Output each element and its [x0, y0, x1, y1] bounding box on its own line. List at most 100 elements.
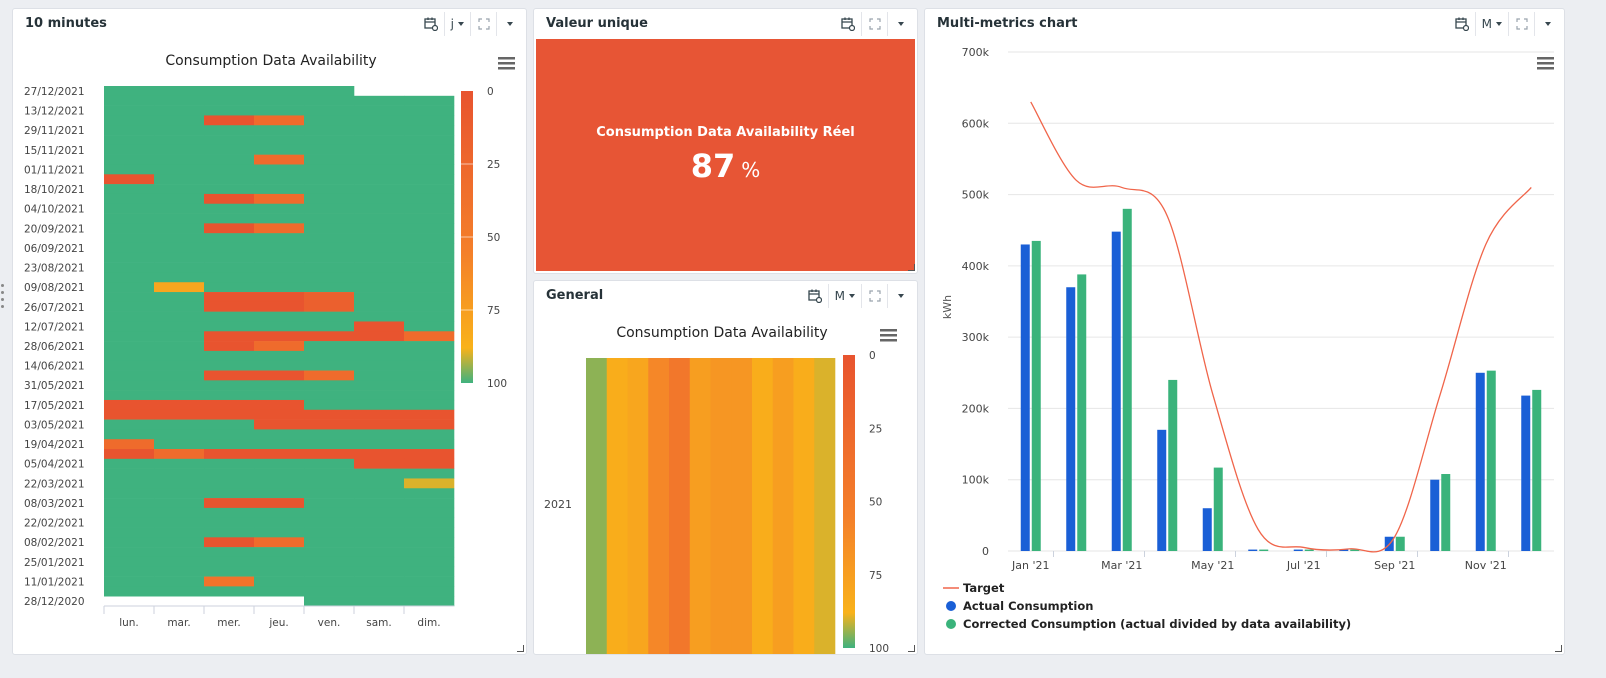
panel-multi-metrics: Multi-metrics chart M 0 100k 200k 300k 400k 5…: [924, 8, 1565, 655]
expand-icon[interactable]: [1508, 12, 1534, 36]
heatmap-cell: [104, 262, 155, 273]
bar-actual: [1293, 549, 1303, 551]
heatmap-cell: [404, 262, 455, 273]
chevron-down-icon: [1544, 22, 1551, 26]
heatmap-cell: [154, 527, 205, 538]
y-tick-label: 0: [982, 545, 989, 558]
column-label: sam.: [366, 617, 391, 629]
period-dropdown[interactable]: j: [443, 12, 470, 36]
y-tick-label: 400k: [962, 260, 990, 273]
heatmap-cell: [254, 331, 305, 342]
heatmap-cell: [304, 341, 355, 352]
heatmap-cell: [204, 331, 255, 342]
panel-menu-dropdown[interactable]: [887, 284, 913, 308]
heatmap-cell: [404, 468, 455, 479]
heatmap-cell: [404, 596, 455, 607]
heatmap-cell: [404, 233, 455, 244]
calendar-link-icon[interactable]: [835, 12, 861, 36]
heatmap-cell: [104, 144, 155, 155]
heatmap-cell: [304, 252, 355, 263]
panel-menu-dropdown[interactable]: [887, 12, 913, 36]
y-tick-label: 500k: [962, 189, 990, 202]
heatmap-cell: [354, 507, 405, 518]
heatmap-cell: [710, 358, 732, 654]
heatmap-cell: [354, 488, 405, 499]
panel-title: Multi-metrics chart: [937, 16, 1078, 31]
single-value-tile: Consumption Data Availability Réel 87%: [536, 39, 915, 271]
chevron-down-icon: [849, 294, 855, 298]
bar-actual: [1111, 231, 1121, 551]
panel-menu-dropdown[interactable]: [496, 12, 522, 36]
scale-label: 50: [869, 497, 882, 509]
hamburger-menu-icon[interactable]: [1537, 57, 1554, 70]
legend-item[interactable]: Actual Consumption: [963, 599, 1093, 613]
heatmap-cell: [404, 115, 455, 126]
target-series-line: [1030, 101, 1532, 553]
heatmap-cell: [154, 282, 205, 293]
heatmap-cell: [254, 498, 305, 509]
heatmap-cell: [104, 252, 155, 263]
heatmap-cell: [104, 409, 155, 420]
heatmap-cell: [404, 272, 455, 283]
resize-handle[interactable]: [517, 645, 524, 652]
heatmap-cell: [154, 439, 205, 450]
heatmap-cell: [104, 370, 155, 381]
panel-header: Multi-metrics chart M: [925, 9, 1564, 39]
heatmap-cell: [204, 193, 255, 205]
period-dropdown[interactable]: M: [1474, 12, 1508, 36]
heatmap-cell: [404, 439, 455, 450]
heatmap-cell: [254, 242, 305, 254]
period-dropdown[interactable]: M: [827, 284, 861, 308]
y-tick-label: 200k: [962, 402, 990, 415]
heatmap-cell: [254, 321, 305, 332]
resize-handle[interactable]: [1555, 645, 1562, 652]
heatmap-cell: [354, 380, 405, 391]
heatmap-cell: [304, 537, 355, 548]
heatmap-cell: [304, 350, 355, 362]
panel-menu-dropdown[interactable]: [1534, 12, 1560, 36]
legend-item[interactable]: Corrected Consumption (actual divided by…: [963, 617, 1351, 631]
heatmap-cell: [304, 458, 355, 469]
heatmap-cell: [354, 419, 405, 430]
legend-item[interactable]: Target: [963, 581, 1005, 595]
hamburger-menu-icon[interactable]: [498, 57, 515, 70]
panel-10-minutes: 10 minutes j Consumption Data Availabili…: [12, 8, 527, 655]
bar-actual: [1157, 429, 1167, 551]
chevron-down-icon: [897, 22, 904, 26]
calendar-link-icon[interactable]: [418, 12, 444, 36]
heatmap-cell: [254, 292, 305, 303]
heatmap-cell: [254, 223, 305, 234]
heatmap-cell: [254, 380, 305, 391]
heatmap-cell: [154, 242, 205, 254]
heatmap-cell: [154, 311, 205, 322]
heatmap-cell: [254, 174, 305, 185]
heatmap-cell: [354, 449, 405, 460]
heatmap-cell: [154, 399, 205, 411]
heatmap-cell: [104, 478, 155, 489]
row-label: 28/12/2020: [24, 596, 85, 608]
heatmap-cell: [404, 537, 455, 548]
heatmap-cell: [254, 203, 305, 214]
expand-icon[interactable]: [861, 12, 887, 36]
resize-handle[interactable]: [908, 264, 915, 271]
resize-handle[interactable]: [908, 645, 915, 652]
expand-icon[interactable]: [470, 12, 496, 36]
heatmap-cell: [154, 144, 205, 155]
heatmap-cell: [254, 537, 305, 548]
heatmap-cell: [154, 586, 205, 597]
heatmap-cell: [354, 576, 405, 587]
calendar-link-icon[interactable]: [1449, 12, 1475, 36]
heatmap-cell: [104, 301, 155, 312]
heatmap-cell: [404, 105, 455, 116]
drag-handle[interactable]: [1, 284, 4, 314]
row-label-year: 2021: [544, 498, 572, 511]
row-label: 26/07/2021: [24, 302, 85, 314]
calendar-link-icon[interactable]: [802, 284, 828, 308]
hamburger-menu-icon[interactable]: [880, 329, 897, 342]
heatmap-cell: [104, 233, 155, 244]
heatmap-cell: [104, 282, 155, 293]
scale-label: 25: [487, 159, 500, 171]
expand-icon[interactable]: [861, 284, 887, 308]
heatmap-cell: [204, 282, 255, 293]
heatmap-cell: [104, 527, 155, 538]
